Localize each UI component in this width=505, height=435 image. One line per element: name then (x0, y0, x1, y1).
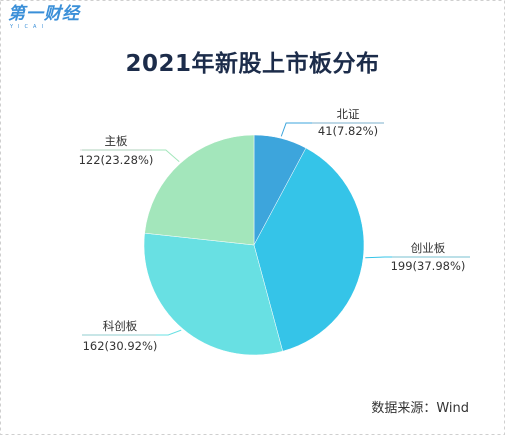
brand-logo-subtext: YICAI (10, 24, 48, 30)
brand-logo-text: 第一财经 (8, 4, 80, 24)
chart-title: 2021年新股上市板分布 (125, 51, 380, 77)
slice-name-label: 创业板 (411, 241, 446, 255)
pie-slice-2 (253, 147, 365, 352)
slice-value-label: 199(37.98%) (391, 259, 466, 273)
pie-slices (143, 134, 365, 356)
slice-name-label: 科创板 (103, 319, 138, 333)
slice-value-label: 162(30.92%) (83, 339, 158, 353)
slice-value-label: 122(23.28%) (79, 153, 154, 167)
data-source-note: 数据来源：Wind (371, 401, 469, 416)
pie-slice-4 (144, 134, 255, 246)
slice-name-label: 北证 (337, 107, 360, 121)
pie-labels: 北证 41(7.82%) 创业板 199(37.98%) 科创板 162(30.92%) 主… (79, 107, 470, 353)
slice-name-label: 主板 (105, 134, 128, 148)
slice-value-label: 41(7.82%) (318, 124, 378, 138)
pie-slice-3 (143, 232, 283, 356)
brand-logo: 第一财经 YICAI (8, 4, 98, 32)
